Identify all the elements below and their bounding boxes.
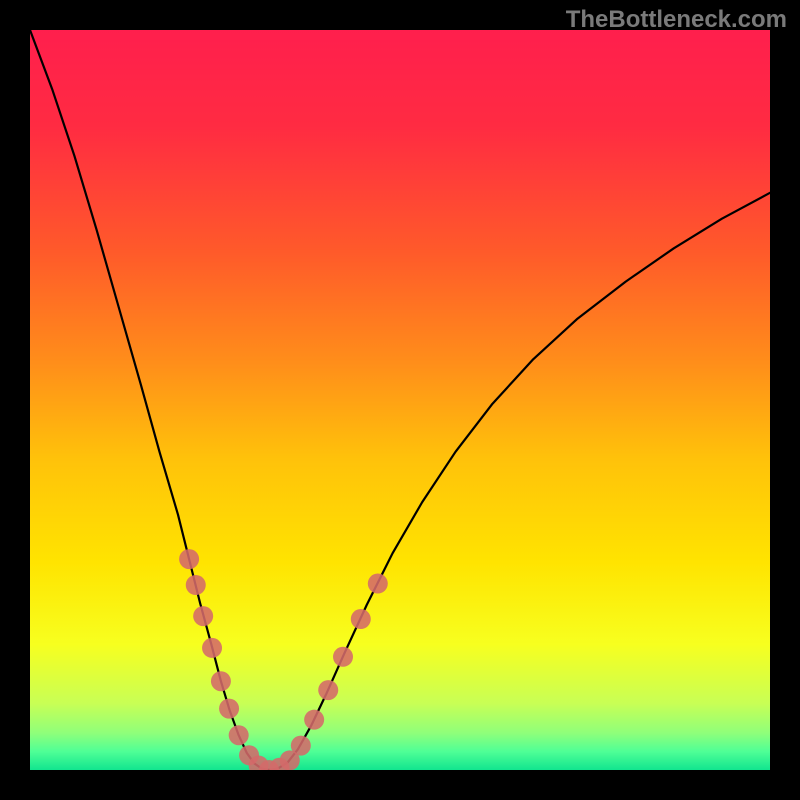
scatter-point (186, 575, 206, 595)
scatter-point (193, 606, 213, 626)
gradient-background (30, 30, 770, 770)
scatter-point (291, 736, 311, 756)
scatter-point (202, 638, 222, 658)
chart-plot-area (30, 30, 770, 770)
scatter-point (368, 574, 388, 594)
scatter-point (211, 671, 231, 691)
watermark-text: TheBottleneck.com (566, 6, 787, 34)
scatter-point (229, 725, 249, 745)
chart-svg (30, 30, 770, 770)
scatter-point (351, 609, 371, 629)
scatter-point (333, 647, 353, 667)
scatter-point (304, 710, 324, 730)
scatter-point (219, 699, 239, 719)
scatter-point (179, 549, 199, 569)
scatter-point (318, 680, 338, 700)
